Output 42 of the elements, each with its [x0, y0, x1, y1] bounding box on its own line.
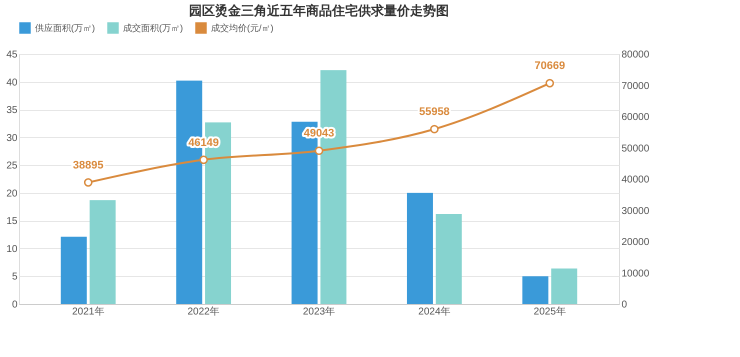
- legend-label: 成交均价(元/㎡): [211, 23, 274, 33]
- x-tick-label: 2025年: [534, 306, 566, 318]
- y2-tick-label: 10000: [622, 268, 650, 280]
- chart-title: 园区烫金三角近五年商品住宅供求量价走势图: [189, 3, 449, 18]
- y-tick-label: 45: [6, 50, 18, 60]
- y-tick-label: 15: [6, 216, 18, 228]
- bar: [436, 214, 462, 304]
- bar: [551, 268, 578, 304]
- y-tick-label: 25: [6, 160, 18, 172]
- bar: [90, 200, 116, 304]
- y2-tick-label: 50000: [622, 143, 650, 154]
- x-tick-label: 2024年: [418, 306, 451, 318]
- y-tick-label: 35: [6, 105, 18, 116]
- y2-tick-label: 80000: [622, 50, 650, 60]
- point: [430, 124, 439, 134]
- point: [545, 78, 554, 88]
- y2-tick-label: 70000: [622, 80, 650, 92]
- point: [314, 146, 324, 156]
- x-tick-label: 2021年: [72, 306, 104, 318]
- y2-tick-label: 30000: [622, 206, 650, 217]
- y2-tick-label: 60000: [622, 112, 650, 123]
- y-tick-label: 0: [12, 300, 18, 310]
- y-tick-label: 5: [12, 272, 18, 283]
- point: [199, 156, 208, 164]
- x-tick-label: 2022年: [187, 306, 220, 318]
- legend-label: 成交面积(万㎡): [123, 23, 183, 33]
- y-tick-label: 20: [6, 188, 18, 200]
- point: [84, 178, 93, 187]
- y2-tick-label: 20000: [622, 237, 650, 248]
- data-label: 70669: [534, 60, 566, 72]
- data-label: 55958: [419, 106, 450, 118]
- y2-tick-label: 0: [622, 300, 628, 310]
- legend-label: 供应面积(万㎡): [35, 23, 95, 33]
- bar: [60, 236, 87, 304]
- data-label: 38895: [72, 159, 104, 172]
- y2-tick-label: 40000: [622, 174, 650, 186]
- bar: [406, 192, 433, 304]
- y-tick-label: 10: [6, 244, 18, 255]
- x-tick-label: 2023年: [302, 306, 336, 318]
- y-tick-label: 30: [6, 132, 18, 144]
- y-tick-label: 40: [6, 77, 18, 88]
- bar: [522, 276, 548, 304]
